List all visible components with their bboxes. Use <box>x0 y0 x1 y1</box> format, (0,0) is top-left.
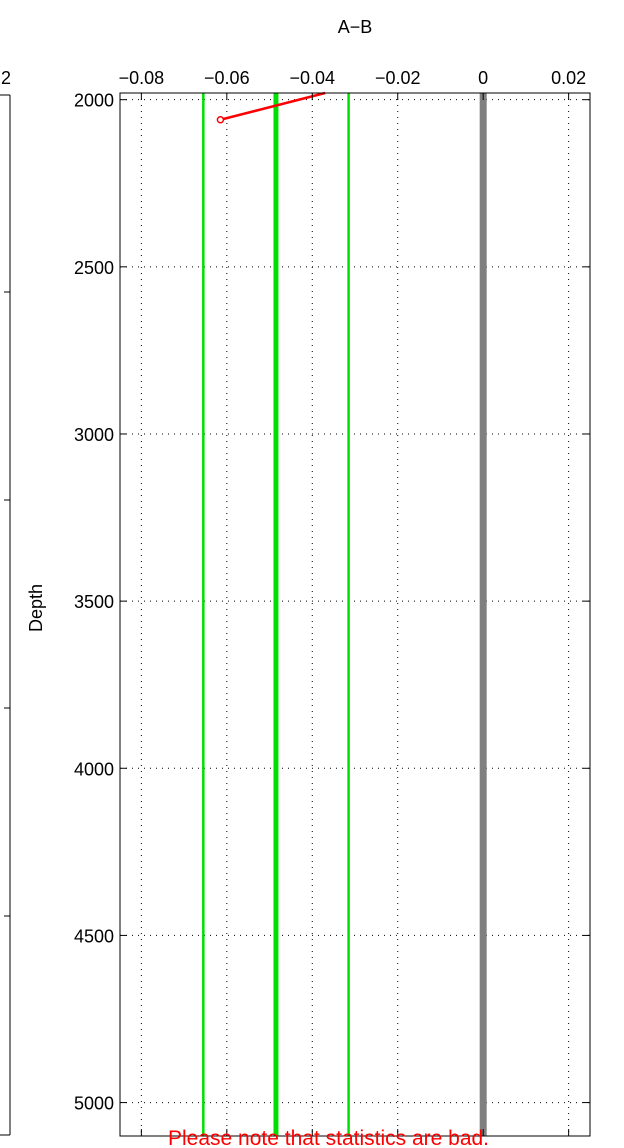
y-tick-label: 3500 <box>74 592 114 612</box>
data-series <box>216 91 326 124</box>
x-tick-label: 0.02 <box>551 68 586 88</box>
y-axis-label: Depth <box>26 584 46 632</box>
x-tick-label: −0.08 <box>119 68 165 88</box>
reference-lines <box>202 93 487 1136</box>
series-point <box>216 115 225 124</box>
y-tick-label: 4500 <box>74 926 114 946</box>
chart-title: A−B <box>338 17 373 37</box>
y-tick-label: 2000 <box>74 91 114 111</box>
left-panel-tick-label: 2 <box>1 68 11 88</box>
plot-frame <box>119 92 591 1137</box>
left-panel-fragment: 2 <box>0 68 11 1136</box>
grid-lines <box>120 93 590 1136</box>
warning-annotation: Please note that statistics are bad. <box>168 1127 489 1148</box>
x-tick-label: −0.02 <box>375 68 421 88</box>
y-tick-label: 2500 <box>74 258 114 278</box>
x-tick-labels: −0.08 −0.06 −0.04 −0.02 0 0.02 <box>119 68 587 88</box>
y-tick-label: 3000 <box>74 425 114 445</box>
y-tick-label: 5000 <box>74 1094 114 1114</box>
series-line <box>220 91 326 121</box>
tick-marks <box>120 93 590 1136</box>
x-tick-label: −0.04 <box>289 68 335 88</box>
y-tick-label: 4000 <box>74 759 114 779</box>
x-tick-label: −0.06 <box>204 68 250 88</box>
y-tick-labels: 2000 2500 3000 3500 4000 4500 5000 <box>74 91 114 1114</box>
x-tick-label: 0 <box>478 68 488 88</box>
